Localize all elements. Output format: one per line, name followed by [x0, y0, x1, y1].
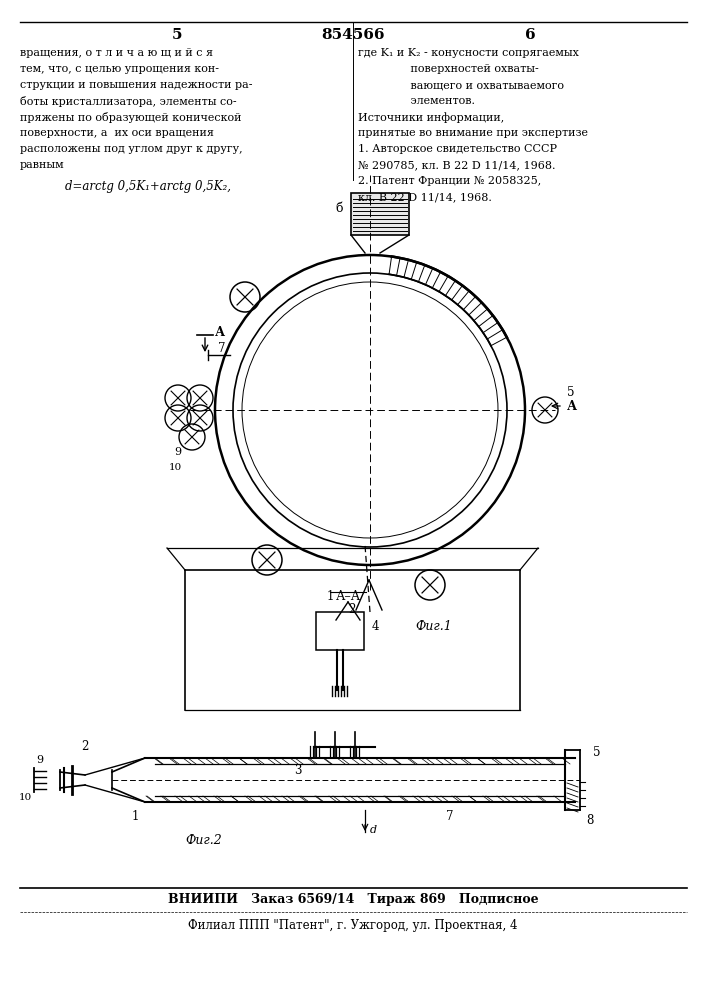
Text: 2. Патент Франции № 2058325,: 2. Патент Франции № 2058325,	[358, 176, 542, 186]
Text: 10: 10	[168, 462, 182, 472]
Text: где K₁ и K₂ - конусности сопрягаемых: где K₁ и K₂ - конусности сопрягаемых	[358, 48, 579, 58]
Text: Фиг.2: Фиг.2	[185, 834, 222, 847]
Text: принятые во внимание при экспертизе: принятые во внимание при экспертизе	[358, 128, 588, 138]
Text: 7: 7	[218, 342, 226, 355]
Text: 5: 5	[567, 385, 575, 398]
Bar	[351, 193, 409, 235]
Text: 5: 5	[593, 746, 600, 760]
Text: вращения, о т л и ч а ю щ и й с я: вращения, о т л и ч а ю щ и й с я	[20, 48, 213, 58]
Text: тем, что, с целью упрощения кон-: тем, что, с целью упрощения кон-	[20, 64, 219, 74]
Text: 9: 9	[37, 755, 44, 765]
Text: пряжены по образующей конической: пряжены по образующей конической	[20, 112, 242, 123]
Text: Филиал ППП "Патент", г. Ужгород, ул. Проектная, 4: Филиал ППП "Патент", г. Ужгород, ул. Про…	[188, 918, 518, 932]
Text: А–А: А–А	[335, 590, 361, 603]
Text: равным: равным	[20, 160, 64, 170]
Text: 854566: 854566	[321, 28, 385, 42]
Text: поверхности, а  их оси вращения: поверхности, а их оси вращения	[20, 128, 214, 138]
Text: 8: 8	[586, 814, 594, 826]
Text: 4: 4	[372, 619, 380, 633]
Text: вающего и охватываемого: вающего и охватываемого	[358, 80, 564, 90]
Text: № 290785, кл. В 22 D 11/14, 1968.: № 290785, кл. В 22 D 11/14, 1968.	[358, 160, 556, 170]
Text: 2: 2	[349, 603, 356, 616]
Text: расположены под углом друг к другу,: расположены под углом друг к другу,	[20, 144, 243, 154]
Text: 9: 9	[175, 447, 182, 457]
Bar	[316, 612, 364, 650]
Text: 6: 6	[525, 28, 535, 42]
Text: 1: 1	[327, 590, 334, 603]
Text: 1: 1	[132, 810, 139, 822]
Text: струкции и повышения надежности ра-: струкции и повышения надежности ра-	[20, 80, 252, 90]
Text: боты кристаллизатора, элементы со-: боты кристаллизатора, элементы со-	[20, 96, 237, 107]
Text: 2: 2	[81, 740, 88, 752]
Text: ВНИИПИ   Заказ 6569/14   Тираж 869   Подписное: ВНИИПИ Заказ 6569/14 Тираж 869 Подписное	[168, 892, 538, 906]
Text: элементов.: элементов.	[358, 96, 475, 106]
Text: кл. В 22 D 11/14, 1968.: кл. В 22 D 11/14, 1968.	[358, 192, 492, 202]
Text: 3: 3	[294, 764, 302, 776]
Text: Источники информации,: Источники информации,	[358, 112, 504, 123]
Text: d=arctg 0,5K₁+arctg 0,5K₂,: d=arctg 0,5K₁+arctg 0,5K₂,	[65, 180, 231, 193]
Text: А: А	[215, 326, 225, 338]
Text: 7: 7	[446, 810, 454, 824]
Text: б: б	[335, 202, 343, 216]
Text: 1. Авторское свидетельство СССР: 1. Авторское свидетельство СССР	[358, 144, 557, 154]
Text: d: d	[370, 825, 377, 835]
Text: 5: 5	[172, 28, 182, 42]
Text: Фиг.1: Фиг.1	[415, 620, 452, 633]
Text: 10: 10	[18, 794, 32, 802]
Text: поверхностей охваты-: поверхностей охваты-	[358, 64, 539, 74]
Text: А: А	[567, 399, 577, 412]
